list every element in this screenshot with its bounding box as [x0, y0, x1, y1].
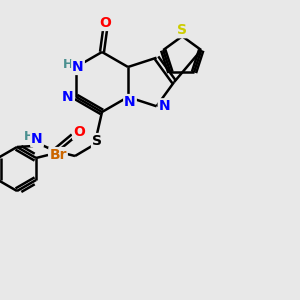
Text: Br: Br	[49, 148, 67, 162]
Text: S: S	[92, 134, 102, 148]
Text: O: O	[73, 125, 85, 139]
Text: N: N	[159, 99, 170, 113]
Text: H: H	[63, 58, 73, 71]
Text: N: N	[62, 90, 74, 104]
Text: O: O	[99, 16, 111, 30]
Text: N: N	[72, 60, 84, 74]
Text: S: S	[177, 23, 187, 37]
Text: N: N	[124, 95, 136, 109]
Text: N: N	[31, 132, 43, 146]
Text: H: H	[24, 130, 34, 143]
